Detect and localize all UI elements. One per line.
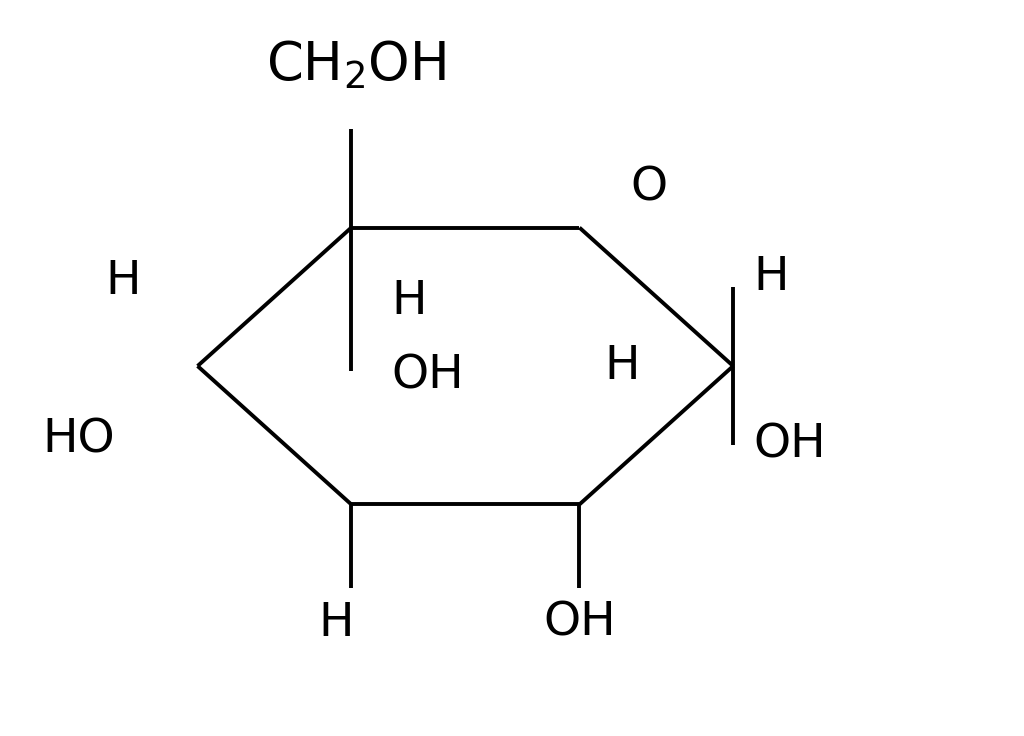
Text: H: H	[318, 601, 354, 645]
Text: CH$_2$OH: CH$_2$OH	[266, 38, 446, 91]
Text: O: O	[631, 166, 668, 210]
Text: H: H	[105, 260, 141, 305]
Text: H: H	[753, 255, 788, 300]
Text: H: H	[391, 279, 426, 325]
Text: OH: OH	[543, 601, 615, 645]
Text: OH: OH	[391, 353, 464, 398]
Text: OH: OH	[753, 422, 825, 467]
Text: HO: HO	[42, 417, 115, 463]
Text: H: H	[604, 344, 640, 389]
